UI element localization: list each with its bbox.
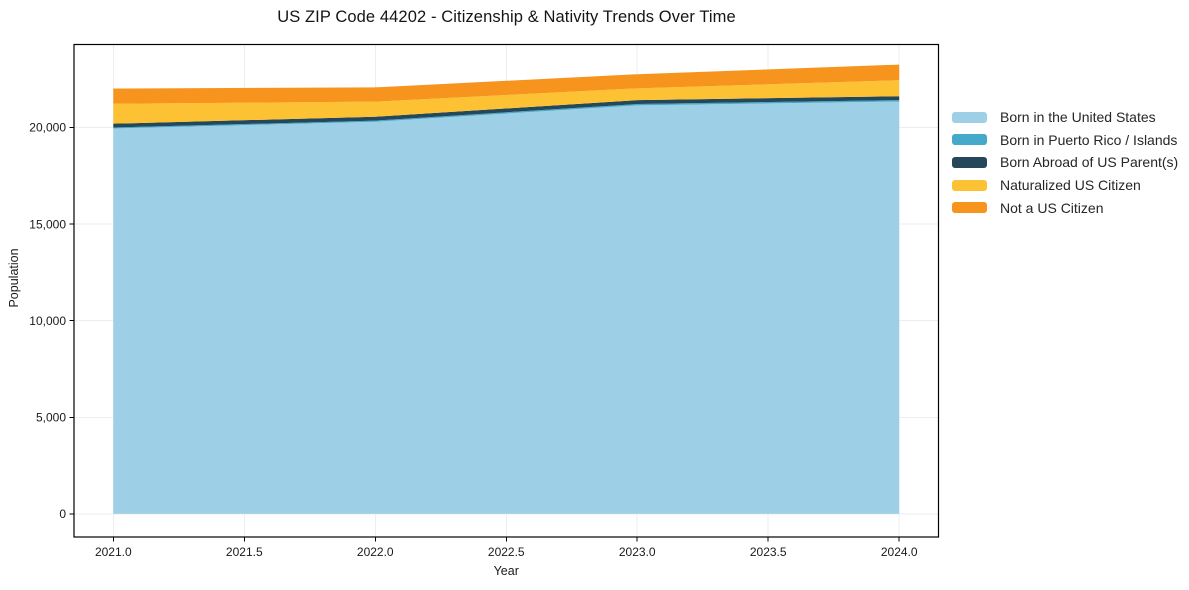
area-naturalized-us-citizen (113, 80, 900, 124)
x-tick-label: 2023.0 (619, 545, 656, 559)
chart-title: US ZIP Code 44202 - Citizenship & Nativi… (277, 8, 736, 26)
x-axis-label: Year (494, 564, 519, 578)
x-tick-label: 2021.0 (95, 545, 132, 559)
x-tick-label: 2024.0 (881, 545, 918, 559)
legend-item: Born in Puerto Rico / Islands (952, 129, 1178, 152)
legend-item: Born Abroad of US Parent(s) (952, 151, 1178, 174)
legend-label: Born in Puerto Rico / Islands (1000, 131, 1178, 148)
legend-item: Naturalized US Citizen (952, 174, 1178, 197)
legend-label: Not a US Citizen (1000, 199, 1104, 216)
legend: Born in the United States Born in Puerto … (952, 106, 1178, 219)
legend-swatch (952, 179, 987, 191)
x-tick-label: 2022.0 (357, 545, 394, 559)
y-tick-label: 15,000 (29, 217, 66, 231)
y-tick-label: 20,000 (29, 121, 66, 135)
legend-label: Naturalized US Citizen (1000, 177, 1141, 194)
y-axis-label: Population (7, 248, 21, 307)
legend-label: Born Abroad of US Parent(s) (1000, 154, 1179, 171)
x-tick-label: 2022.5 (488, 545, 525, 559)
legend-label: Born in the United States (1000, 109, 1156, 126)
area-born-in-puerto-rico-islands (113, 100, 900, 129)
area-not-a-us-citizen (113, 64, 900, 104)
y-tick-label: 10,000 (29, 314, 66, 328)
legend-swatch (952, 111, 987, 123)
y-tick-label: 5,000 (36, 410, 66, 424)
x-tick-label: 2021.5 (226, 545, 263, 559)
legend-item: Not a US Citizen (952, 196, 1178, 219)
legend-swatch (952, 156, 987, 168)
area-born-abroad-of-us-parent-s- (113, 96, 900, 128)
area-born-in-the-united-states (113, 101, 900, 514)
legend-swatch (952, 202, 987, 214)
legend-swatch (952, 134, 987, 146)
x-tick-label: 2023.5 (750, 545, 787, 559)
legend-item: Born in the United States (952, 106, 1178, 129)
y-tick-label: 0 (59, 507, 66, 521)
